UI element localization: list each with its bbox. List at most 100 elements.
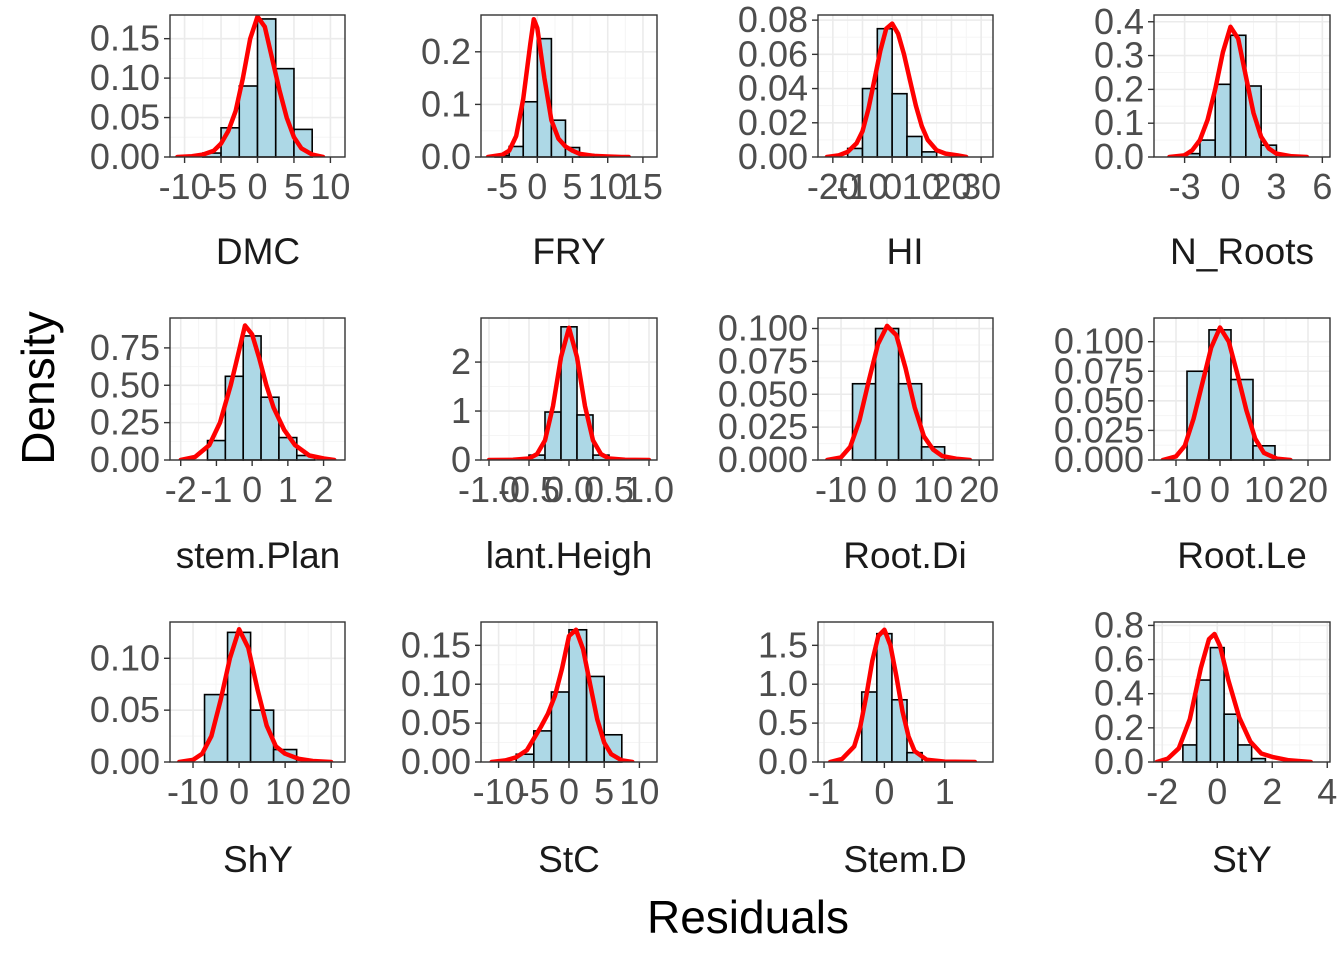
panel-root-le-y-tick-label: 0.025 — [1054, 409, 1144, 450]
panel-stem-plan-y-tick-label: 0.00 — [90, 439, 160, 480]
panel-n-roots-facet-label: N_Roots — [1170, 231, 1314, 272]
panel-stem-plan-y-tick-label: 0.25 — [90, 402, 160, 443]
panel-lant-heigh-density-line — [486, 325, 652, 460]
panel-dmc: -10-5 0 5 10 0.000.050.100.15 DMC — [90, 14, 350, 272]
panel-root-le-x-tick-label: 0 — [1210, 469, 1230, 510]
panel-hi-density-line — [824, 21, 969, 157]
panel-sty-y-tick-label: 0.8 — [1094, 604, 1144, 645]
panel-dmc-y-tick-label: 0.00 — [90, 136, 160, 177]
panel-fry-facet-label: FRY — [532, 231, 605, 272]
panel-fry-x-tick-label: 15 — [623, 166, 663, 207]
panel-sty-y-tick-label: 0.6 — [1094, 639, 1144, 680]
panel-root-di-density-line — [824, 323, 973, 460]
panel-hi-x-tick-label: 10 — [902, 166, 942, 207]
panel-hi-bar — [921, 151, 938, 158]
panel-stc-facet-label: StC — [538, 839, 600, 880]
panel-stem-d-facet-label: Stem.D — [843, 839, 966, 880]
panel-root-le-y-tick-label: 0.000 — [1054, 439, 1144, 480]
panel-stem-d-x-tick-label: 0 — [874, 771, 894, 812]
panel-dmc-x-tick-label: -5 — [205, 166, 237, 207]
panel-n-roots-bar — [1199, 139, 1217, 158]
panel-hi-y-tick-label: 0.08 — [738, 0, 808, 40]
panel-lant-heigh: -1.0-0.50.00.51.0 0 1 2 lant.Heigh — [451, 317, 674, 576]
panel-n-roots-y-tick-label: 0.4 — [1094, 1, 1144, 42]
panel-n-roots-y-tick-label: 0.0 — [1094, 136, 1144, 177]
panel-sty-y-tick-label: 0.0 — [1094, 741, 1144, 782]
panel-sty-border — [1153, 621, 1331, 763]
panel-stem-plan-border — [169, 317, 346, 461]
panel-fry-x-tick-label: 0 — [527, 166, 547, 207]
panel-n-roots-y-tick-label: 0.3 — [1094, 35, 1144, 76]
panel-shy-bar — [203, 693, 229, 763]
panel-n-roots-border — [1153, 14, 1331, 158]
panel-hi-x-tick-label: 0 — [882, 166, 902, 207]
panel-shy-x-tick-label: -10 — [167, 771, 219, 812]
panel-dmc-bar — [238, 85, 259, 158]
panel-root-di-x-tick-label: 0 — [877, 469, 897, 510]
panel-stem-plan-x-tick-label: 2 — [314, 469, 334, 510]
panel-shy-border — [169, 621, 346, 763]
panel-shy-y-tick-label: 0.05 — [90, 689, 160, 730]
panel-shy-facet-label: ShY — [223, 839, 293, 880]
panel-stem-plan-facet-label: stem.Plan — [176, 535, 341, 576]
panel-root-le-x-tick-label: 10 — [1244, 469, 1284, 510]
panel-shy-x-tick-label: 10 — [265, 771, 305, 812]
panel-n-roots-x-tick-label: 0 — [1221, 166, 1241, 207]
panel-root-le-facet-label: Root.Le — [1177, 535, 1307, 576]
panel-stem-d-y-tick-label: 0.5 — [758, 702, 808, 743]
panel-root-di-facet-label: Root.Di — [843, 535, 966, 576]
panel-stem-d-x-tick-label: 1 — [935, 771, 955, 812]
panel-fry-background — [481, 15, 657, 157]
panel-fry-y-tick-label: 0.1 — [421, 83, 471, 124]
panel-sty-y-tick-label: 0.2 — [1094, 707, 1144, 748]
panel-lant-heigh-x-tick-label: -0.5 — [498, 469, 560, 510]
panel-fry-y-tick-label: 0.0 — [421, 136, 471, 177]
panel-root-di-y-tick-label: 0.050 — [718, 373, 808, 414]
panel-lant-heigh-y-tick-label: 1 — [451, 390, 471, 431]
panel-lant-heigh-x-tick-label: -1.0 — [458, 469, 520, 510]
panel-hi-y-tick-label: 0.00 — [738, 136, 808, 177]
panel-hi-bar — [891, 92, 908, 158]
panel-sty-density-line — [1154, 631, 1314, 762]
panel-n-roots-x-tick-label: 3 — [1266, 166, 1286, 207]
panel-stem-plan-density-line — [178, 323, 337, 460]
panel-sty: -2 0 2 4 0.00.20.40.60.8 StY — [1094, 604, 1337, 880]
panel-hi-bar — [906, 135, 923, 158]
panel-fry-x-tick-label: 5 — [563, 166, 583, 207]
panel-sty-bar — [1182, 744, 1198, 763]
panel-shy: -10 0 10 20 0.00 0.05 0.10 ShY — [90, 621, 351, 880]
panel-stem-d-bar — [891, 698, 908, 763]
panel-fry-x-tick-label: 10 — [588, 166, 628, 207]
panel-n-roots-x-tick-label: 6 — [1312, 166, 1332, 207]
panel-stem-plan-x-tick-label: 0 — [242, 469, 262, 510]
panel-dmc-y-tick-label: 0.15 — [90, 18, 160, 59]
panel-dmc-x-tick-label: 0 — [247, 166, 267, 207]
panel-hi-y-tick-label: 0.02 — [738, 102, 808, 143]
panel-hi-x-tick-label: -10 — [836, 166, 888, 207]
panel-stc-y-tick-label: 0.15 — [401, 624, 471, 665]
panel-fry-border — [480, 14, 658, 158]
panel-sty-x-tick-label: 4 — [1317, 771, 1337, 812]
panel-lant-heigh-x-tick-label: 0.5 — [584, 469, 634, 510]
panel-dmc-x-tick-label: 5 — [284, 166, 304, 207]
x-axis-title: Residuals — [647, 891, 849, 943]
panel-sty-y-tick-label: 0.4 — [1094, 673, 1144, 714]
panel-stc: -10-5 0 5 10 0.000.050.100.15 StC — [401, 621, 659, 880]
panel-sty-bar — [1209, 646, 1225, 763]
panel-shy-density-line — [176, 627, 334, 762]
panel-root-di-x-tick-label: 10 — [913, 469, 953, 510]
panel-dmc-y-tick-label: 0.05 — [90, 97, 160, 138]
panel-n-roots-x-tick-label: -3 — [1169, 166, 1201, 207]
panel-stem-plan-y-tick-label: 0.75 — [90, 327, 160, 368]
y-axis-title: Density — [12, 311, 64, 464]
panel-root-le-y-tick-label: 0.100 — [1054, 321, 1144, 362]
panel-root-le-density-line — [1160, 325, 1293, 460]
panel-stc-x-tick-label: 10 — [619, 771, 659, 812]
panel-fry-bar — [522, 100, 539, 158]
panel-lant-heigh-x-tick-label: 1.0 — [624, 469, 674, 510]
panel-shy-y-tick-label: 0.00 — [90, 741, 160, 782]
